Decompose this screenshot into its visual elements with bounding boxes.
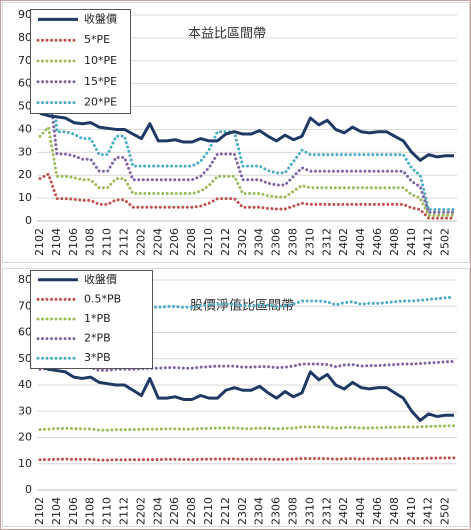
series-line (38, 75, 456, 214)
series-line (38, 123, 456, 217)
x-tick-label: 2202 (134, 497, 147, 525)
x-tick-label: 2112 (117, 228, 130, 256)
x-tick-label: 2204 (151, 228, 164, 256)
legend: 收盤價 5*PE 10*PE 15*PE 20*PE (30, 9, 131, 114)
x-tick-label: 2412 (422, 228, 435, 256)
x-tick-label: 2112 (117, 497, 130, 525)
y-tick-label: 60 (18, 77, 32, 90)
x-tick-label: 2212 (219, 228, 232, 256)
x-tick-label: 2310 (303, 228, 316, 256)
y-tick-label: 10 (18, 191, 32, 204)
y-tick-label: 30 (18, 404, 32, 417)
x-tick-label: 2502 (439, 228, 452, 256)
x-tick-label: 2308 (286, 228, 299, 256)
y-tick-label: 30 (18, 145, 32, 158)
y-tick-label: 20 (18, 431, 32, 444)
series-line (38, 171, 456, 220)
legend-label: 20*PE (84, 96, 117, 109)
y-tick-label: 60 (18, 326, 32, 339)
series-line (38, 424, 456, 432)
legend-label: 5*PE (84, 33, 110, 46)
series-line (38, 27, 456, 212)
series-line (38, 359, 456, 372)
x-tick-label: 2110 (101, 228, 114, 256)
x-tick-label: 2104 (50, 228, 63, 256)
y-tick-label: 0 (25, 483, 32, 496)
x-tick-label: 2302 (236, 497, 249, 525)
x-tick-label: 2410 (405, 228, 418, 256)
y-tick-label: 50 (18, 100, 32, 113)
legend-label: 15*PE (84, 75, 117, 88)
x-tick-label: 2210 (202, 228, 215, 256)
y-tick-label: 10 (18, 457, 32, 470)
y-tick-label: 20 (18, 168, 32, 181)
x-tick-label: 2402 (337, 497, 350, 525)
x-tick-label: 2404 (354, 228, 367, 256)
legend-label: 收盤價 (84, 272, 117, 286)
x-tick-label: 2102 (33, 228, 46, 256)
x-tick-label: 2208 (185, 228, 198, 256)
legend-label: 0.5*PB (84, 292, 121, 305)
x-tick-label: 2302 (236, 228, 249, 256)
x-tick-label: 2308 (286, 497, 299, 525)
legend-label: 10*PE (84, 54, 117, 67)
x-tick-label: 2502 (439, 497, 452, 525)
legend-label: 2*PB (84, 332, 111, 345)
y-tick-label: 80 (18, 273, 32, 286)
x-tick-label: 2110 (101, 497, 114, 525)
x-tick-label: 2208 (185, 497, 198, 525)
y-tick-label: 40 (18, 122, 32, 135)
x-tick-label: 2106 (67, 228, 80, 256)
x-tick-label: 2108 (84, 497, 97, 525)
x-tick-label: 2202 (134, 228, 147, 256)
x-tick-label: 2204 (151, 497, 164, 525)
x-tick-label: 2212 (219, 497, 232, 525)
x-tick-label: 2402 (337, 228, 350, 256)
chart: 0 10 20 30 40 50 60 70 80 2102 2104 2106 2108 2110 211… (2, 268, 470, 527)
x-tick-label: 2104 (50, 497, 63, 525)
y-tick-label: 0 (25, 214, 32, 227)
legend-label: 1*PB (84, 312, 111, 325)
x-tick-label: 2406 (371, 497, 384, 525)
series-line (39, 365, 454, 422)
y-tick-label: 50 (18, 352, 32, 365)
x-tick-label: 2304 (253, 497, 266, 525)
legend-label: 3*PB (84, 351, 111, 364)
y-tick-label: 80 (18, 31, 32, 44)
x-tick-label: 2304 (253, 228, 266, 256)
x-tick-label: 2206 (168, 497, 181, 525)
x-tick-label: 2206 (168, 228, 181, 256)
x-tick-label: 2306 (270, 228, 283, 256)
legend: 收盤價 0.5*PB 1*PB 2*PB 3*PB (30, 270, 153, 369)
legend-label: 收盤價 (84, 11, 117, 25)
y-tick-label: 70 (18, 54, 32, 67)
x-tick-label: 2312 (320, 497, 333, 525)
x-tick-label: 2404 (354, 497, 367, 525)
y-tick-label: 70 (18, 299, 32, 312)
chart-title: 本益比區間帶 (188, 27, 266, 42)
x-tick-label: 2408 (388, 228, 401, 256)
y-tick-label: 90 (18, 8, 32, 21)
series-line (38, 456, 456, 462)
x-tick-label: 2106 (67, 497, 80, 525)
series-line (39, 111, 454, 162)
x-tick-label: 2306 (270, 497, 283, 525)
x-tick-label: 2210 (202, 497, 215, 525)
x-tick-label: 2410 (405, 497, 418, 525)
x-tick-label: 2408 (388, 497, 401, 525)
y-tick-label: 40 (18, 378, 32, 391)
x-tick-label: 2310 (303, 497, 316, 525)
x-tick-label: 2312 (320, 228, 333, 256)
x-tick-label: 2406 (371, 228, 384, 256)
x-tick-label: 2108 (84, 228, 97, 256)
x-tick-label: 2412 (422, 497, 435, 525)
x-tick-label: 2102 (33, 497, 46, 525)
